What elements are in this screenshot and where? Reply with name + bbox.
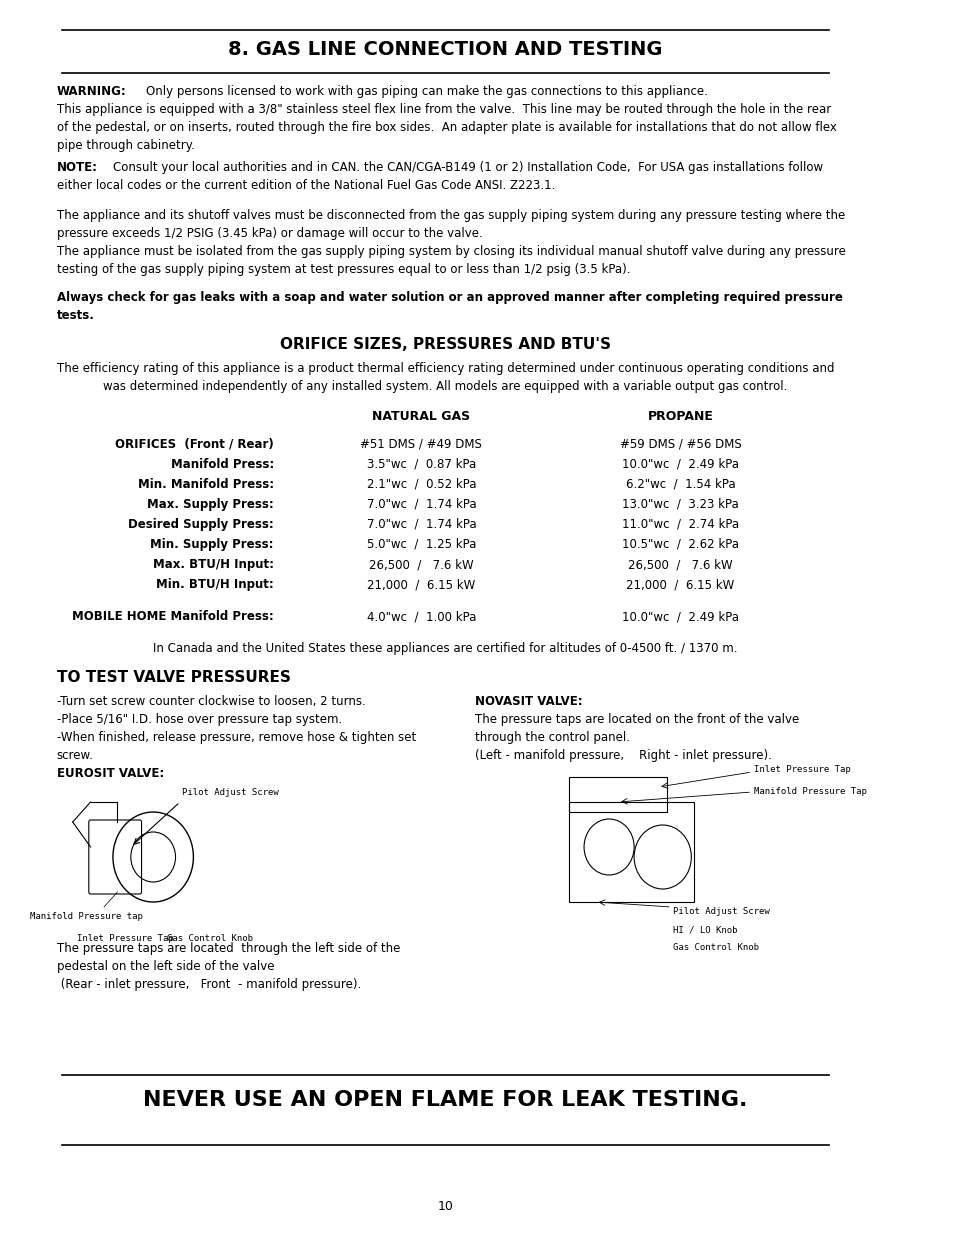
Text: was determined independently of any installed system. All models are equipped wi: was determined independently of any inst… — [103, 380, 787, 393]
Text: pedestal on the left side of the valve: pedestal on the left side of the valve — [56, 960, 274, 973]
Text: Min. Supply Press:: Min. Supply Press: — [151, 538, 274, 551]
Text: NOTE:: NOTE: — [56, 161, 97, 174]
Text: -Place 5/16" I.D. hose over pressure tap system.: -Place 5/16" I.D. hose over pressure tap… — [56, 713, 341, 726]
Text: pressure exceeds 1/2 PSIG (3.45 kPa) or damage will occur to the valve.: pressure exceeds 1/2 PSIG (3.45 kPa) or … — [56, 227, 482, 240]
Text: This appliance is equipped with a 3/8" stainless steel flex line from the valve.: This appliance is equipped with a 3/8" s… — [56, 103, 830, 116]
Text: 10.0"wc  /  2.49 kPa: 10.0"wc / 2.49 kPa — [621, 458, 739, 471]
Text: 4.0"wc  /  1.00 kPa: 4.0"wc / 1.00 kPa — [366, 610, 476, 622]
Text: 21,000  /  6.15 kW: 21,000 / 6.15 kW — [367, 578, 475, 592]
Bar — [568, 777, 666, 811]
Text: Max. Supply Press:: Max. Supply Press: — [147, 498, 274, 511]
Text: 13.0"wc  /  3.23 kPa: 13.0"wc / 3.23 kPa — [621, 498, 739, 511]
Text: The appliance must be isolated from the gas supply piping system by closing its : The appliance must be isolated from the … — [56, 245, 844, 258]
Text: Min. BTU/H Input:: Min. BTU/H Input: — [156, 578, 274, 592]
Bar — [568, 802, 693, 902]
Text: testing of the gas supply piping system at test pressures equal to or less than : testing of the gas supply piping system … — [56, 263, 630, 275]
Text: pipe through cabinetry.: pipe through cabinetry. — [56, 140, 194, 152]
Text: TO TEST VALVE PRESSURES: TO TEST VALVE PRESSURES — [56, 671, 291, 685]
Text: either local codes or the current edition of the National Fuel Gas Code ANSI. Z2: either local codes or the current editio… — [56, 179, 555, 191]
Text: 26,500  /   7.6 kW: 26,500 / 7.6 kW — [628, 558, 732, 571]
Text: The pressure taps are located on the front of the valve: The pressure taps are located on the fro… — [475, 713, 799, 726]
Text: Manifold Pressure Tap: Manifold Pressure Tap — [753, 788, 866, 797]
Text: ORIFICE SIZES, PRESSURES AND BTU'S: ORIFICE SIZES, PRESSURES AND BTU'S — [280, 337, 610, 352]
Text: The pressure taps are located  through the left side of the: The pressure taps are located through th… — [56, 942, 399, 955]
Text: MOBILE HOME Manifold Press:: MOBILE HOME Manifold Press: — [72, 610, 274, 622]
Text: Consult your local authorities and in CAN. the CAN/CGA-B149 (1 or 2) Installatio: Consult your local authorities and in CA… — [112, 161, 822, 174]
Text: Max. BTU/H Input:: Max. BTU/H Input: — [152, 558, 274, 571]
Text: In Canada and the United States these appliances are certified for altitudes of : In Canada and the United States these ap… — [153, 642, 737, 655]
Text: Only persons licensed to work with gas piping can make the gas connections to th: Only persons licensed to work with gas p… — [146, 85, 707, 98]
Text: 8. GAS LINE CONNECTION AND TESTING: 8. GAS LINE CONNECTION AND TESTING — [228, 40, 662, 59]
Text: tests.: tests. — [56, 309, 94, 322]
Text: #59 DMS / #56 DMS: #59 DMS / #56 DMS — [619, 438, 740, 451]
Text: 21,000  /  6.15 kW: 21,000 / 6.15 kW — [626, 578, 734, 592]
Text: (Left - manifold pressure,    Right - inlet pressure).: (Left - manifold pressure, Right - inlet… — [475, 748, 771, 762]
Text: HI / LO Knob: HI / LO Knob — [673, 925, 738, 935]
Text: Gas Control Knob: Gas Control Knob — [673, 942, 759, 951]
Text: 2.1"wc  /  0.52 kPa: 2.1"wc / 0.52 kPa — [366, 478, 476, 492]
Text: 11.0"wc  /  2.74 kPa: 11.0"wc / 2.74 kPa — [621, 517, 739, 531]
Text: Desired Supply Press:: Desired Supply Press: — [128, 517, 274, 531]
Text: Gas Control Knob: Gas Control Knob — [167, 934, 253, 944]
Text: The efficiency rating of this appliance is a product thermal efficiency rating d: The efficiency rating of this appliance … — [56, 362, 833, 375]
Text: screw.: screw. — [56, 748, 93, 762]
Text: 10.5"wc  /  2.62 kPa: 10.5"wc / 2.62 kPa — [621, 538, 739, 551]
Text: NATURAL GAS: NATURAL GAS — [372, 410, 470, 424]
Text: 5.0"wc  /  1.25 kPa: 5.0"wc / 1.25 kPa — [366, 538, 476, 551]
Text: 7.0"wc  /  1.74 kPa: 7.0"wc / 1.74 kPa — [366, 498, 476, 511]
Text: Always check for gas leaks with a soap and water solution or an approved manner : Always check for gas leaks with a soap a… — [56, 291, 841, 304]
Text: 26,500  /   7.6 kW: 26,500 / 7.6 kW — [369, 558, 474, 571]
Text: 10: 10 — [437, 1200, 453, 1213]
Text: NOVASIT VALVE:: NOVASIT VALVE: — [475, 695, 582, 708]
Text: of the pedestal, or on inserts, routed through the fire box sides.  An adapter p: of the pedestal, or on inserts, routed t… — [56, 121, 836, 135]
Text: -When finished, release pressure, remove hose & tighten set: -When finished, release pressure, remove… — [56, 731, 416, 743]
Text: The appliance and its shutoff valves must be disconnected from the gas supply pi: The appliance and its shutoff valves mus… — [56, 209, 844, 222]
Text: through the control panel.: through the control panel. — [475, 731, 629, 743]
Text: 6.2"wc  /  1.54 kPa: 6.2"wc / 1.54 kPa — [625, 478, 735, 492]
Text: -Turn set screw counter clockwise to loosen, 2 turns.: -Turn set screw counter clockwise to loo… — [56, 695, 365, 708]
Text: NEVER USE AN OPEN FLAME FOR LEAK TESTING.: NEVER USE AN OPEN FLAME FOR LEAK TESTING… — [143, 1091, 747, 1110]
Text: Pilot Adjust Screw: Pilot Adjust Screw — [673, 908, 769, 916]
Text: Manifold Press:: Manifold Press: — [171, 458, 274, 471]
Text: Inlet Pressure Tap: Inlet Pressure Tap — [77, 934, 173, 944]
Text: Inlet Pressure Tap: Inlet Pressure Tap — [753, 764, 850, 773]
Text: Pilot Adjust Screw: Pilot Adjust Screw — [182, 788, 278, 797]
Text: WARNING:: WARNING: — [56, 85, 126, 98]
Text: #51 DMS / #49 DMS: #51 DMS / #49 DMS — [360, 438, 482, 451]
Text: Manifold Pressure tap: Manifold Pressure tap — [30, 911, 142, 921]
Text: 3.5"wc  /  0.87 kPa: 3.5"wc / 0.87 kPa — [366, 458, 476, 471]
Text: EUROSIT VALVE:: EUROSIT VALVE: — [56, 767, 164, 781]
Text: ORIFICES  (Front / Rear): ORIFICES (Front / Rear) — [115, 438, 274, 451]
Text: 10.0"wc  /  2.49 kPa: 10.0"wc / 2.49 kPa — [621, 610, 739, 622]
Text: PROPANE: PROPANE — [647, 410, 713, 424]
Text: 7.0"wc  /  1.74 kPa: 7.0"wc / 1.74 kPa — [366, 517, 476, 531]
Text: (Rear - inlet pressure,   Front  - manifold pressure).: (Rear - inlet pressure, Front - manifold… — [56, 978, 360, 990]
Text: Min. Manifold Press:: Min. Manifold Press: — [137, 478, 274, 492]
